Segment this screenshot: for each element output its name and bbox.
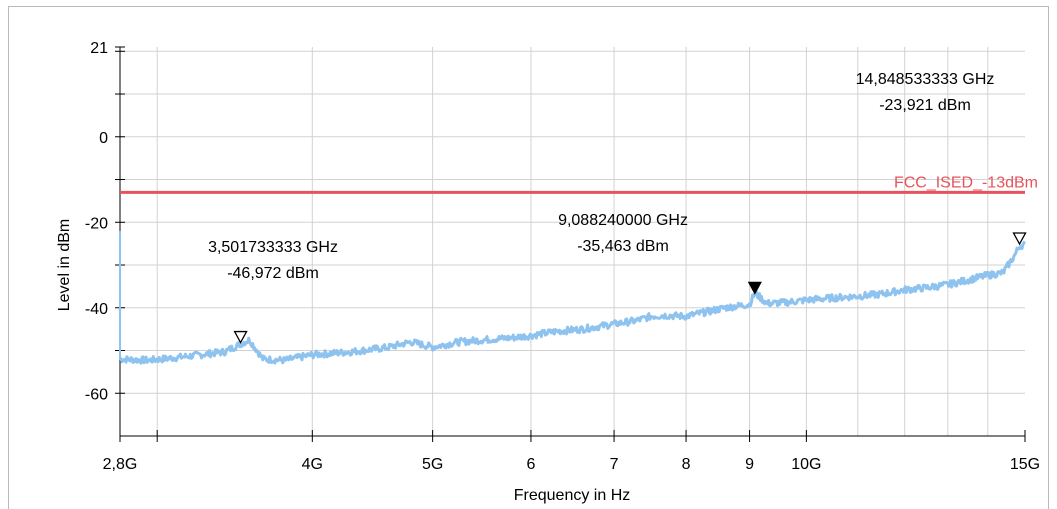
marker-frequency-label: 9,088240000 GHz [558, 212, 688, 229]
marker-level-label: -35,463 dBm [577, 238, 669, 255]
marker-level-label: -23,921 dBm [879, 97, 971, 114]
y-tick-label: -20 [85, 215, 108, 232]
y-tick-label: -40 [85, 301, 108, 318]
series-line [119, 240, 1027, 365]
marker-level-label: -46,972 dBm [227, 265, 319, 282]
x-axis-title: Frequency in Hz [514, 487, 631, 504]
marker-triangle [747, 281, 762, 295]
x-tick-label: 2,8G [103, 456, 138, 473]
y-axis-title: Level in dBm [56, 219, 73, 312]
series-group [119, 230, 1027, 365]
markers: 3,501733333 GHz -46,972 dBm 9,088240000 GH… [208, 71, 1027, 344]
x-tick-label: 5G [422, 456, 443, 473]
y-tick-label: 0 [99, 130, 108, 147]
marker-frequency-label: 14,848533333 GHz [856, 71, 995, 88]
y-tick-label: 21 [90, 40, 108, 57]
x-tick-label: 6 [526, 456, 535, 473]
grid [120, 47, 1025, 436]
x-tick-label: 10G [791, 456, 821, 473]
x-tick-label: 7 [610, 456, 619, 473]
marker-frequency-label: 3,501733333 GHz [208, 239, 338, 256]
y-tick-label: -60 [85, 386, 108, 403]
tick-labels: 21 0 -20 -40 -60 2,8G 4G 5G 6 7 8 9 10G 15G [85, 40, 1040, 473]
x-tick-label: 9 [745, 456, 754, 473]
limit-line-group: FCC_ISED_-13dBm [120, 174, 1038, 194]
chart-frame [8, 6, 1049, 509]
limit-line-label: FCC_ISED_-13dBm [894, 174, 1038, 191]
axes [115, 46, 1026, 442]
x-tick-label: 4G [302, 456, 323, 473]
x-tick-label: 8 [682, 456, 691, 473]
x-tick-label: 15G [1010, 456, 1040, 473]
marker-triangle [233, 330, 248, 344]
marker-triangle [1012, 232, 1027, 246]
